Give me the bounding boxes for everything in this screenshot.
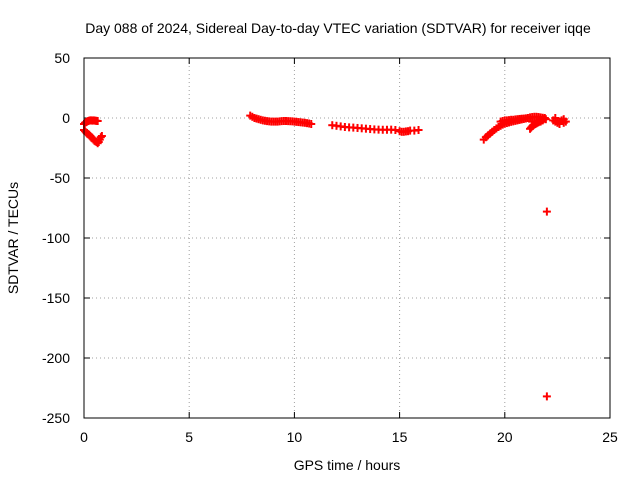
chart-title: Day 088 of 2024, Sidereal Day-to-day VTE… xyxy=(85,20,591,36)
data-point xyxy=(93,117,102,125)
data-point xyxy=(559,118,568,127)
x-tick-label: 25 xyxy=(602,429,618,445)
data-point xyxy=(96,133,105,142)
data-point xyxy=(414,126,423,134)
x-tick-label: 0 xyxy=(80,429,88,445)
data-point xyxy=(542,207,551,216)
data-point xyxy=(521,114,530,123)
y-tick-label: -250 xyxy=(42,410,70,426)
grid xyxy=(84,58,610,418)
y-tick-label: 50 xyxy=(54,50,70,66)
x-axis-label: GPS time / hours xyxy=(294,457,401,473)
y-tick-label: 0 xyxy=(62,110,70,126)
y-axis-label: SDTVAR / TECUs xyxy=(5,182,21,294)
y-tick-label: -100 xyxy=(42,230,70,246)
x-tick-label: 15 xyxy=(392,429,408,445)
x-tick-labels: 0 5 10 15 20 25 xyxy=(80,429,618,445)
plot-frame xyxy=(83,57,611,419)
data-point xyxy=(391,126,400,134)
y-tick-label: -50 xyxy=(50,170,70,186)
x-tick-label: 5 xyxy=(185,429,193,445)
y-tick-labels: 50 0 -50 -100 -150 -200 -250 xyxy=(42,50,70,426)
data-point xyxy=(540,114,549,122)
data-point xyxy=(307,120,316,128)
data-point xyxy=(542,392,551,401)
data-points xyxy=(80,111,570,401)
data-point xyxy=(555,120,564,128)
y-tick-label: -200 xyxy=(42,350,70,366)
data-point xyxy=(541,115,550,124)
x-tick-label: 20 xyxy=(497,429,513,445)
y-tick-label: -150 xyxy=(42,290,70,306)
ticks xyxy=(83,57,611,419)
data-point xyxy=(97,132,106,140)
x-tick-label: 10 xyxy=(287,429,303,445)
data-point xyxy=(551,114,560,122)
